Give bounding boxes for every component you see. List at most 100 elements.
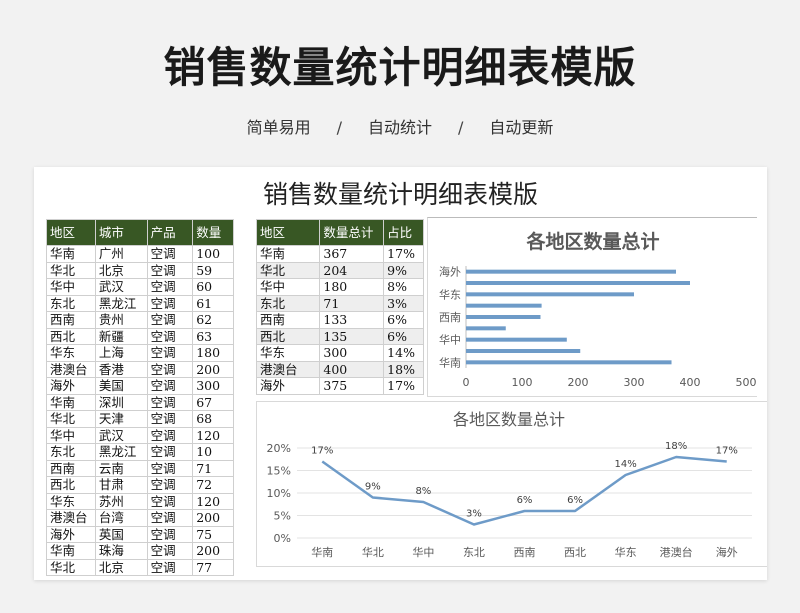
chart-title: 各地区数量总计 — [525, 230, 659, 253]
table-cell: 3% — [383, 294, 424, 312]
category-label: 华中 — [412, 545, 434, 559]
table-cell: 空调 — [146, 294, 194, 312]
tag-separator: / — [458, 118, 464, 137]
table-cell: 300 — [319, 344, 385, 362]
table-cell: 空调 — [146, 509, 194, 527]
table-cell: 西南 — [255, 311, 321, 329]
table-header-row: 地区 数量总计 占比 — [255, 219, 424, 246]
table-cell: 华南 — [46, 393, 96, 411]
table-row: 华南 367 17% — [255, 245, 424, 263]
table-cell: 华南 — [46, 245, 96, 263]
category-label: 港澳台 — [660, 545, 693, 559]
table-cell: 华东 — [255, 344, 321, 362]
tick-label: 300 — [624, 376, 645, 389]
table-cell: 北京 — [94, 558, 148, 576]
table-cell: 西南 — [46, 459, 96, 477]
table-cell: 空调 — [146, 426, 194, 444]
tick-label: 0% — [274, 532, 291, 545]
table-cell: 17% — [383, 377, 424, 395]
table-cell: 200 — [192, 542, 234, 560]
table-cell: 空调 — [146, 327, 194, 345]
tick-label: 0 — [463, 376, 470, 389]
table-cell: 华南 — [255, 245, 321, 263]
table-cell: 华东 — [46, 344, 96, 362]
table-cell: 68 — [192, 410, 234, 428]
data-label: 17% — [311, 446, 333, 457]
table-row: 华东 上海 空调 180 — [46, 344, 234, 362]
bar-chart: 各地区数量总计 华南 华中 西南 华东 海外 0 100 200 300 400 500 — [427, 217, 757, 397]
table-cell: 6% — [383, 327, 424, 345]
category-label: 西南 — [439, 311, 461, 324]
table-cell: 华南 — [46, 542, 96, 560]
table-cell: 空调 — [146, 443, 194, 461]
data-label: 6% — [517, 495, 533, 506]
table-row: 华北 北京 空调 77 — [46, 558, 234, 576]
tick-label: 400 — [680, 376, 701, 389]
data-label: 3% — [466, 509, 482, 520]
table-cell: 空调 — [146, 410, 194, 428]
table-cell: 苏州 — [94, 492, 148, 510]
table-cell: 空调 — [146, 360, 194, 378]
table-cell: 63 — [192, 327, 234, 345]
table-cell: 深圳 — [94, 393, 148, 411]
table-cell: 空调 — [146, 344, 194, 362]
table-cell: 空调 — [146, 492, 194, 510]
table-cell: 8% — [383, 278, 424, 296]
category-label: 华东 — [439, 287, 461, 301]
table-cell: 西南 — [46, 311, 96, 329]
page-title: 销售数量统计明细表模版 — [163, 43, 637, 92]
table-cell: 14% — [383, 344, 424, 362]
table-cell: 珠海 — [94, 542, 148, 560]
table-row: 华南 深圳 空调 67 — [46, 393, 234, 411]
bar — [466, 360, 672, 365]
feature-tags: 简单易用 / 自动统计 / 自动更新 — [0, 114, 800, 138]
table-cell: 空调 — [146, 377, 194, 395]
table-cell: 180 — [192, 344, 234, 362]
category-label: 华北 — [362, 545, 384, 559]
table-cell: 西北 — [255, 327, 321, 345]
data-label: 9% — [365, 482, 381, 493]
table-cell: 港澳台 — [46, 360, 96, 378]
table-cell: 9% — [383, 261, 424, 279]
table-cell: 375 — [319, 377, 385, 395]
tick-label: 15% — [267, 465, 291, 478]
table-row: 华北 天津 空调 68 — [46, 410, 234, 428]
column-header: 地区 — [255, 219, 321, 246]
table-cell: 华中 — [46, 426, 96, 444]
table-cell: 200 — [192, 509, 234, 527]
table-row: 东北 黑龙江 空调 61 — [46, 294, 234, 312]
table-cell: 华东 — [46, 492, 96, 510]
bar — [466, 349, 581, 353]
line-chart: 各地区数量总计 0% 5% 10% 15% 20% 17% 华南 9% 华北 8% 华中 3% 东北 6% 西… — [256, 401, 767, 567]
table-row: 港澳台 台湾 空调 200 — [46, 509, 234, 527]
table-cell: 62 — [192, 311, 234, 329]
table-cell: 贵州 — [94, 311, 148, 329]
table-cell: 空调 — [146, 542, 194, 560]
column-header: 占比 — [383, 219, 424, 246]
bar — [466, 337, 567, 342]
bar — [466, 303, 542, 308]
table-row: 港澳台 400 18% — [255, 360, 424, 378]
table-cell: 72 — [192, 476, 234, 494]
table-row: 西南 133 6% — [255, 311, 424, 329]
table-cell: 300 — [192, 377, 234, 395]
table-cell: 华中 — [255, 278, 321, 296]
table-cell: 武汉 — [94, 426, 148, 444]
tag-separator: / — [336, 118, 342, 137]
tick-label: 20% — [267, 442, 291, 455]
table-cell: 空调 — [146, 311, 194, 329]
table-cell: 空调 — [146, 245, 194, 263]
tick-label: 500 — [736, 376, 757, 389]
table-cell: 空调 — [146, 525, 194, 543]
table-cell: 华北 — [46, 558, 96, 576]
table-cell: 71 — [319, 294, 385, 312]
table-cell: 华北 — [46, 261, 96, 279]
table-cell: 港澳台 — [255, 360, 321, 378]
table-row: 西北 新疆 空调 63 — [46, 327, 234, 345]
table-cell: 东北 — [255, 294, 321, 312]
table-cell: 西北 — [46, 327, 96, 345]
table-row: 西北 甘肃 空调 72 — [46, 476, 234, 494]
table-cell: 400 — [319, 360, 385, 378]
tick-label: 10% — [267, 487, 291, 500]
table-row: 华中 武汉 空调 120 — [46, 426, 234, 444]
